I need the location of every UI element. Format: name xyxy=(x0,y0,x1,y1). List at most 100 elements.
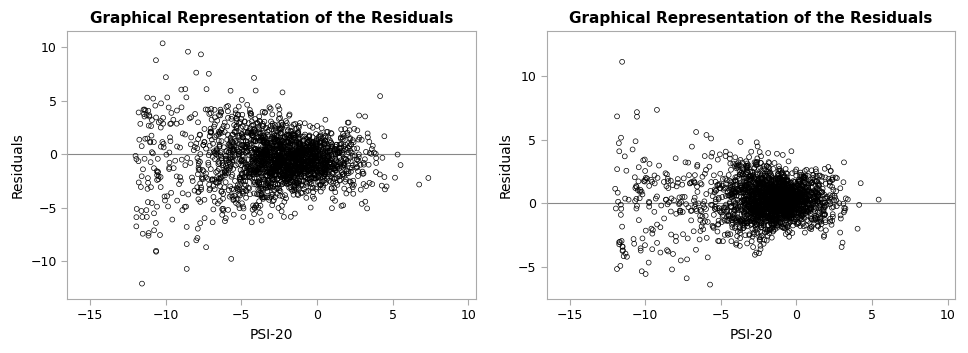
Point xyxy=(779,196,795,201)
Point xyxy=(771,194,786,200)
Point xyxy=(314,126,329,131)
Point xyxy=(776,197,792,203)
Point xyxy=(235,135,251,140)
Point xyxy=(266,148,282,154)
Point xyxy=(799,206,814,212)
Point xyxy=(668,234,683,239)
Point xyxy=(304,158,319,164)
Point xyxy=(774,176,790,182)
Point xyxy=(273,145,288,151)
Point xyxy=(779,208,795,213)
Point xyxy=(734,185,749,191)
Point xyxy=(300,139,316,145)
Point xyxy=(337,186,352,191)
Point xyxy=(754,205,770,211)
Point xyxy=(727,216,742,222)
Point xyxy=(300,169,316,175)
Point xyxy=(807,195,823,201)
Point xyxy=(318,151,334,157)
Point xyxy=(747,213,763,218)
Point xyxy=(753,207,769,213)
Point xyxy=(242,174,257,180)
Point xyxy=(228,144,244,150)
Point xyxy=(314,164,329,169)
Point xyxy=(303,166,318,172)
Point xyxy=(226,166,241,172)
Point xyxy=(742,205,758,211)
Point xyxy=(711,182,726,187)
Point xyxy=(750,200,766,206)
Point xyxy=(173,178,189,184)
Point xyxy=(347,182,362,188)
Point xyxy=(328,156,344,162)
Point xyxy=(256,149,271,155)
Point xyxy=(309,159,324,164)
Point xyxy=(276,144,291,149)
Point xyxy=(775,200,791,205)
Point xyxy=(286,155,301,161)
Point xyxy=(281,154,296,160)
Point xyxy=(229,140,245,146)
Point xyxy=(719,208,735,214)
Point xyxy=(273,125,288,131)
Point xyxy=(233,158,249,164)
Point xyxy=(767,196,782,202)
Point xyxy=(284,164,299,170)
Point xyxy=(753,229,769,234)
Point xyxy=(140,180,156,186)
Point xyxy=(279,146,294,151)
Point xyxy=(820,196,835,201)
Point xyxy=(257,139,273,144)
Point xyxy=(220,124,235,129)
Point xyxy=(335,131,350,137)
Point xyxy=(793,223,808,229)
Point xyxy=(785,193,801,199)
Point xyxy=(746,188,762,194)
Point xyxy=(257,138,272,143)
Point xyxy=(293,190,309,196)
Point xyxy=(744,195,760,201)
Point xyxy=(283,150,298,156)
Point xyxy=(743,189,759,195)
Point xyxy=(756,207,771,213)
Point xyxy=(291,172,307,178)
Point xyxy=(131,180,146,185)
Point xyxy=(784,202,800,208)
Point xyxy=(804,197,820,203)
Point xyxy=(206,149,222,154)
Point xyxy=(183,160,198,166)
Point xyxy=(792,181,807,186)
Point xyxy=(277,144,292,150)
Point xyxy=(800,196,815,202)
Point xyxy=(346,178,361,184)
Point xyxy=(795,207,810,213)
Point xyxy=(768,220,783,225)
Point xyxy=(809,179,825,185)
Point xyxy=(378,187,393,192)
Point xyxy=(781,200,797,205)
Point xyxy=(776,183,792,188)
Point xyxy=(823,219,838,225)
Point xyxy=(230,112,246,118)
Point xyxy=(762,180,777,185)
Point xyxy=(344,165,359,170)
Point xyxy=(252,138,267,143)
Point xyxy=(332,142,348,148)
Point xyxy=(243,171,258,176)
Point xyxy=(255,162,270,168)
Point xyxy=(191,119,206,125)
Point xyxy=(258,169,274,174)
Point xyxy=(787,196,802,202)
Point xyxy=(269,176,285,182)
Point xyxy=(205,207,221,212)
Point xyxy=(256,139,271,145)
Point xyxy=(783,188,799,194)
Point xyxy=(305,157,320,163)
Point xyxy=(739,166,754,171)
Point xyxy=(236,206,252,211)
Point xyxy=(360,134,376,140)
Point xyxy=(812,173,828,178)
Point xyxy=(795,183,810,189)
Point xyxy=(798,200,813,205)
Point xyxy=(715,238,731,244)
